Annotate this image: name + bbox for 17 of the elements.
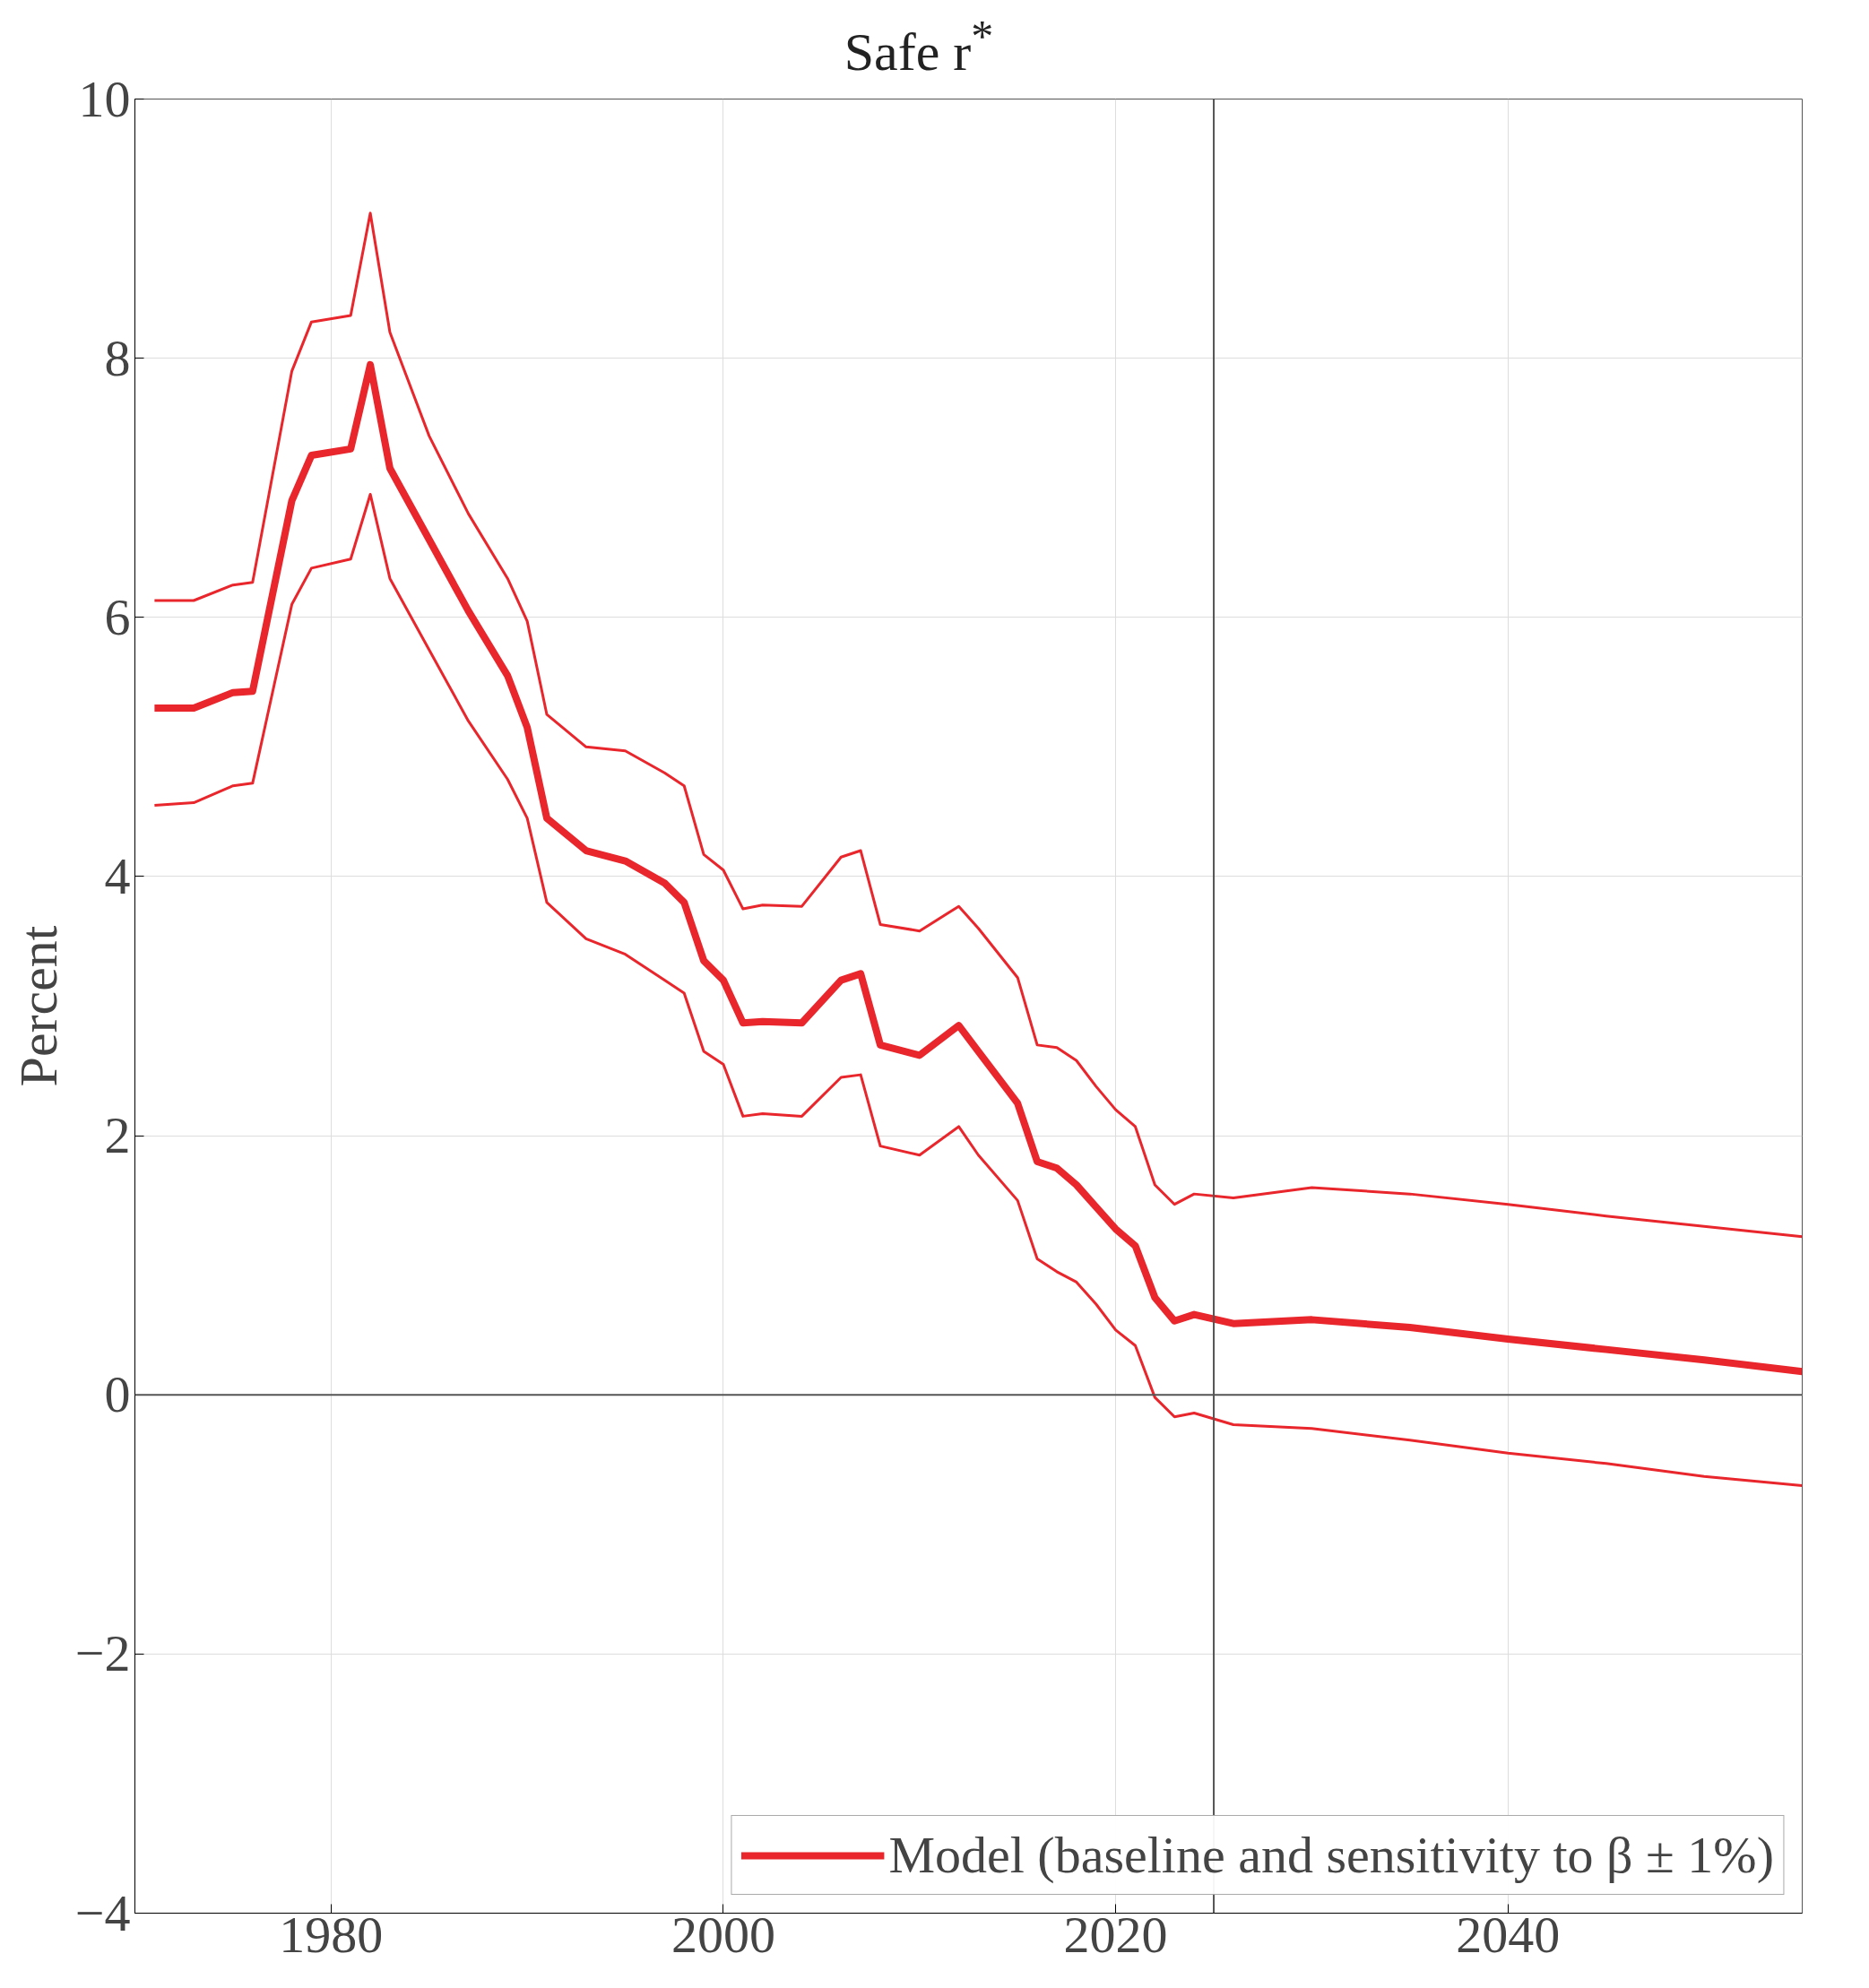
y-tick-label: 0 [104, 1365, 131, 1424]
x-tick-label: 2000 [671, 1905, 775, 1964]
x-tick-label: 2020 [1063, 1905, 1168, 1964]
y-axis-title: Percent [8, 925, 68, 1087]
y-tick-label: −4 [74, 1883, 131, 1942]
x-tick-label: 1980 [279, 1905, 384, 1964]
line-series [152, 212, 1803, 1239]
y-tick-label: 2 [104, 1106, 131, 1165]
line-series [152, 492, 1803, 1487]
legend-label: Model (baseline and sensitivity to β ± 1%) [888, 1825, 1774, 1885]
y-tick-label: 6 [104, 587, 131, 646]
y-tick-label: 4 [104, 846, 131, 905]
x-tick-label: 2040 [1456, 1905, 1561, 1964]
chart-title: Safe r$^{*}$ [844, 11, 994, 82]
y-tick-label: 8 [104, 328, 131, 387]
y-tick-label: −2 [74, 1624, 131, 1683]
y-tick-label: 10 [78, 69, 131, 128]
